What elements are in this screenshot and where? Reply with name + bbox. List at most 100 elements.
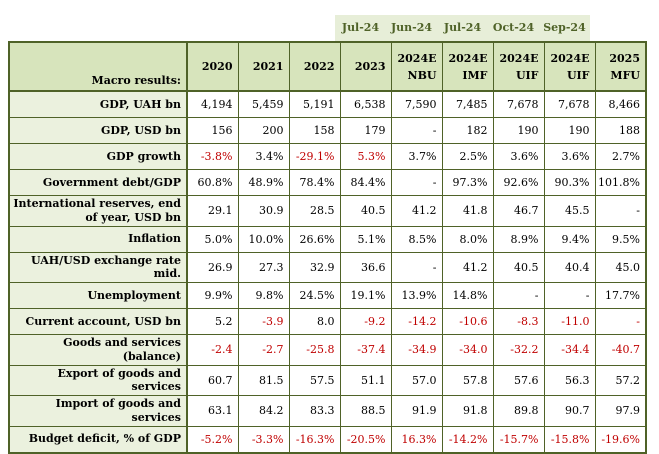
- row-label: Current account, USD bn: [8, 308, 188, 335]
- value-cell: 97.3%: [441, 169, 494, 196]
- value-cell: 3.7%: [390, 143, 443, 170]
- column-header-line: 2024E: [397, 51, 437, 65]
- table-row: Government debt/GDP 60.8% 48.9% 78.4% 84.4% -…: [8, 169, 647, 196]
- value-cell: 28.5: [288, 195, 341, 227]
- value-cell: 13.9%: [390, 282, 443, 309]
- value-cell: 200: [237, 117, 290, 144]
- value-cell: 51.1: [339, 364, 392, 396]
- value-cell: 41.2: [441, 251, 494, 283]
- value-cell: 56.3: [543, 364, 596, 396]
- value-cell: -11.0: [543, 308, 596, 335]
- column-header-line: 2025: [609, 51, 640, 65]
- forecast-date-label: Jul-24: [443, 21, 482, 34]
- column-header-2024e-uif-2: 2024E UIF: [543, 41, 596, 92]
- value-cell: 3.6%: [492, 143, 545, 170]
- value-cell: 97.9: [594, 395, 647, 427]
- forecast-date-label: Jun-24: [390, 21, 433, 34]
- value-cell: 32.9: [288, 251, 341, 283]
- value-cell: 179: [339, 117, 392, 144]
- table-row: International reserves, end of year, USD…: [8, 195, 647, 227]
- column-header-2022: 2022: [288, 41, 341, 92]
- row-label: International reserves, end of year, USD…: [8, 195, 188, 227]
- column-header-2020: 2020: [186, 41, 239, 92]
- value-cell: 8.0%: [441, 225, 494, 253]
- value-cell: 7,590: [390, 90, 443, 118]
- value-cell: 24.5%: [288, 282, 341, 309]
- value-cell: 57.6: [492, 364, 545, 396]
- row-label: Government debt/GDP: [8, 169, 188, 196]
- value-cell: -34.9: [390, 334, 443, 366]
- value-cell: -3.8%: [186, 143, 239, 170]
- value-cell: 88.5: [339, 395, 392, 427]
- column-header-line: MFU: [610, 68, 640, 82]
- forecast-dates-band: Jul-24 Jun-24 Jul-24 Oct-24 Sep-24: [335, 15, 590, 41]
- row-label: GDP, USD bn: [8, 117, 188, 144]
- value-cell: 7,678: [492, 90, 545, 118]
- value-cell: 45.0: [594, 251, 647, 283]
- value-cell: -37.4: [339, 334, 392, 366]
- value-cell: -: [594, 195, 647, 227]
- value-cell: -2.7: [237, 334, 290, 366]
- forecast-date-label: Oct-24: [492, 21, 535, 34]
- value-cell: 158: [288, 117, 341, 144]
- value-cell: -: [543, 282, 596, 309]
- table-body: GDP, UAH bn 4,194 5,459 5,191 6,538 7,590 7,48…: [8, 90, 647, 453]
- value-cell: 182: [441, 117, 494, 144]
- value-cell: 60.8%: [186, 169, 239, 196]
- row-label: Import of goods and services: [8, 395, 188, 427]
- value-cell: 45.5: [543, 195, 596, 227]
- value-cell: 26.9: [186, 251, 239, 283]
- value-cell: 14.8%: [441, 282, 494, 309]
- column-header-2024e-uif: 2024E UIF: [492, 41, 545, 92]
- column-header-line: 2023: [354, 60, 386, 73]
- table-row: Budget deficit, % of GDP -5.2% -3.3% -16.3%…: [8, 425, 647, 453]
- value-cell: -15.7%: [492, 425, 545, 453]
- value-cell: 83.3: [288, 395, 341, 427]
- column-header-2023: 2023: [339, 41, 392, 92]
- value-cell: 40.4: [543, 251, 596, 283]
- value-cell: -14.2: [390, 308, 443, 335]
- value-cell: -15.8%: [543, 425, 596, 453]
- table-row: Inflation 5.0% 10.0% 26.6% 5.1% 8.5% 8.0% 8.9% 9…: [8, 225, 647, 253]
- column-header-line: 2020: [201, 60, 233, 73]
- value-cell: -: [390, 251, 443, 283]
- value-cell: -: [594, 308, 647, 335]
- value-cell: 57.0: [390, 364, 443, 396]
- value-cell: 57.5: [288, 364, 341, 396]
- value-cell: -25.8: [288, 334, 341, 366]
- value-cell: -34.0: [441, 334, 494, 366]
- column-header-line: NBU: [407, 68, 437, 82]
- page: { "forecast_band": { "labels": ["Jul-24"…: [8, 15, 647, 454]
- value-cell: 60.7: [186, 364, 239, 396]
- column-header-2021: 2021: [237, 41, 290, 92]
- value-cell: 89.8: [492, 395, 545, 427]
- value-cell: 46.7: [492, 195, 545, 227]
- column-header-line: 2024E: [448, 51, 488, 65]
- value-cell: 48.9%: [237, 169, 290, 196]
- value-cell: -10.6: [441, 308, 494, 335]
- table-row: GDP, UAH bn 4,194 5,459 5,191 6,538 7,590 7,48…: [8, 90, 647, 118]
- value-cell: -29.1%: [288, 143, 341, 170]
- value-cell: 4,194: [186, 90, 239, 118]
- macro-results-table: Macro results: 2020 2021 2022 2023 2024E…: [8, 41, 647, 454]
- value-cell: 19.1%: [339, 282, 392, 309]
- value-cell: 90.3%: [543, 169, 596, 196]
- value-cell: -34.4: [543, 334, 596, 366]
- column-header-line: 2021: [252, 60, 284, 73]
- value-cell: 5.0%: [186, 225, 239, 253]
- value-cell: 188: [594, 117, 647, 144]
- row-label: Inflation: [8, 225, 188, 253]
- table-row: Import of goods and services 63.1 84.2 83.3…: [8, 395, 647, 427]
- value-cell: 57.8: [441, 364, 494, 396]
- table-row: Current account, USD bn 5.2 -3.9 8.0 -9.2 -14…: [8, 308, 647, 335]
- value-cell: 156: [186, 117, 239, 144]
- value-cell: 81.5: [237, 364, 290, 396]
- value-cell: 41.2: [390, 195, 443, 227]
- value-cell: -19.6%: [594, 425, 647, 453]
- column-header-line: 2024E: [550, 51, 590, 65]
- value-cell: 29.1: [186, 195, 239, 227]
- table-row: Goods and services (balance) -2.4 -2.7 -25.…: [8, 334, 647, 366]
- value-cell: -3.3%: [237, 425, 290, 453]
- row-label: Unemployment: [8, 282, 188, 309]
- value-cell: -14.2%: [441, 425, 494, 453]
